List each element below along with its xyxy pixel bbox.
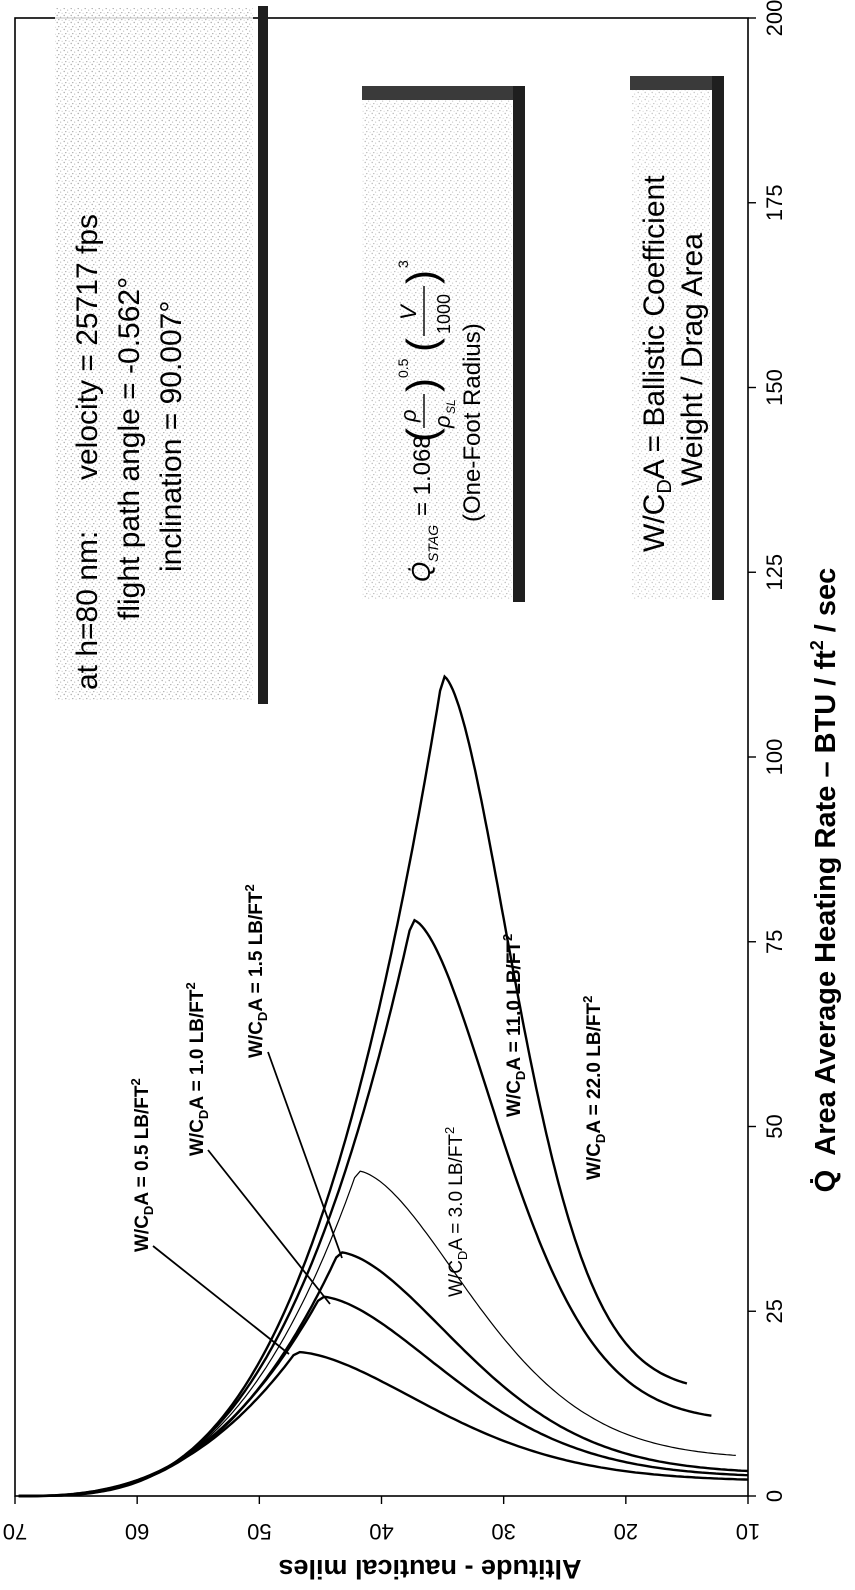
svg-text:(One-Foot Radius): (One-Foot Radius) <box>459 323 486 522</box>
series-curves <box>18 674 749 1498</box>
stagnation-formula: Q̇ STAG = 1.068 ( ρ ρ SL ) 0.5 ( V 1000 … <box>395 260 486 582</box>
svg-text:ρ: ρ <box>396 409 421 423</box>
series-line <box>18 918 712 1498</box>
svg-text:= 1.068: = 1.068 <box>409 435 436 516</box>
svg-text:W/CDA = 1.5 LB/FT2: W/CDA = 1.5 LB/FT2 <box>242 884 270 1058</box>
svg-text:W/CDA = 3.0 LB/FT2: W/CDA = 3.0 LB/FT2 <box>442 1127 470 1297</box>
svg-text:(: ( <box>398 338 445 352</box>
svg-text:at h=80 nm:: at h=80 nm: <box>71 531 104 690</box>
curve-label-22.0: W/CDA = 22.0 LB/FT2 <box>580 996 608 1180</box>
svg-text:0.5: 0.5 <box>395 358 411 378</box>
svg-text:inclination = 90.007°: inclination = 90.007° <box>155 301 188 572</box>
svg-text:1000: 1000 <box>434 294 454 334</box>
svg-text:W/CDA = Ballistic Coefficient: W/CDA = Ballistic Coefficient <box>638 175 676 552</box>
svg-text:V: V <box>396 303 421 320</box>
x-tick-label: 75 <box>762 930 787 954</box>
svg-text:(: ( <box>398 428 445 442</box>
svg-text:SL: SL <box>444 399 458 414</box>
ballistic-definition: W/CDA = Ballistic Coefficient Weight / D… <box>638 175 709 552</box>
svg-text:W/CDA = 0.5 LB/FT2: W/CDA = 0.5 LB/FT2 <box>128 1078 156 1252</box>
curve-label-0.5: W/CDA = 0.5 LB/FT2 <box>128 1078 156 1252</box>
curve-label-11.0: W/CDA = 11.0 LB/FT2 <box>500 934 528 1117</box>
svg-text:ρ: ρ <box>430 415 455 429</box>
formula-panel <box>362 86 525 602</box>
series-line <box>18 1170 736 1497</box>
y-tick-label: 70 <box>3 1519 27 1544</box>
svg-text:): ) <box>398 270 445 284</box>
y-tick-label: 40 <box>369 1519 393 1544</box>
svg-text:flight path angle = -0.562°: flight path angle = -0.562° <box>113 277 146 620</box>
y-tick-label: 30 <box>491 1519 515 1544</box>
svg-text:W/CDA = 11.0 LB/FT2: W/CDA = 11.0 LB/FT2 <box>500 934 528 1117</box>
y-tick-label: 50 <box>247 1519 271 1544</box>
svg-text:3: 3 <box>395 260 411 268</box>
y-tick-label: 20 <box>614 1519 638 1544</box>
y-axis-label: Altitude - nautical miles <box>278 1554 581 1584</box>
y-tick-label: 60 <box>125 1519 149 1544</box>
x-axis-label: Q̇Area Average Heating Rate – BTU / ft2 … <box>807 568 842 1193</box>
y-axis-ticks: 10 20 30 40 50 60 70 <box>3 1496 760 1544</box>
svg-text:W/CDA = 1.0 LB/FT2: W/CDA = 1.0 LB/FT2 <box>183 982 211 1156</box>
x-tick-label: 25 <box>762 1299 787 1323</box>
series-line <box>18 1350 749 1498</box>
svg-text:STAG: STAG <box>425 525 441 562</box>
curve-label-1.5: W/CDA = 1.5 LB/FT2 <box>242 884 270 1058</box>
x-tick-label: 100 <box>762 739 787 776</box>
curve-label-3.0: W/CDA = 3.0 LB/FT2 <box>442 1127 470 1297</box>
conditions-text: at h=80 nm: velocity = 25717 fps flight … <box>71 214 188 690</box>
svg-text:): ) <box>398 378 445 392</box>
x-tick-label: 0 <box>762 1490 787 1502</box>
x-axis-ticks: 0 25 50 75 100 125 150 175 200 <box>748 0 787 1502</box>
x-tick-label: 175 <box>762 184 787 221</box>
series-line <box>18 674 688 1498</box>
ballistic-panel <box>630 76 724 600</box>
svg-text:Q̇: Q̇ <box>406 562 436 582</box>
curve-label-1.0: W/CDA = 1.0 LB/FT2 <box>183 982 211 1156</box>
svg-text:Weight / Drag Area: Weight / Drag Area <box>676 233 709 486</box>
label-leaders <box>152 1051 343 1355</box>
x-tick-label: 150 <box>762 369 787 406</box>
svg-text:velocity = 25717 fps: velocity = 25717 fps <box>71 214 104 480</box>
svg-text:W/CDA = 22.0 LB/FT2: W/CDA = 22.0 LB/FT2 <box>580 996 608 1180</box>
svg-text:Q̇Area Average Heating Rate –: Q̇Area Average Heating Rate – BTU / ft2 … <box>807 568 842 1193</box>
x-tick-label: 125 <box>762 554 787 591</box>
series-line <box>18 1251 749 1498</box>
x-tick-label: 50 <box>762 1114 787 1138</box>
series-line <box>18 1295 749 1498</box>
y-tick-label: 10 <box>736 1519 760 1544</box>
conditions-panel <box>55 6 268 704</box>
x-tick-label: 200 <box>762 0 787 36</box>
